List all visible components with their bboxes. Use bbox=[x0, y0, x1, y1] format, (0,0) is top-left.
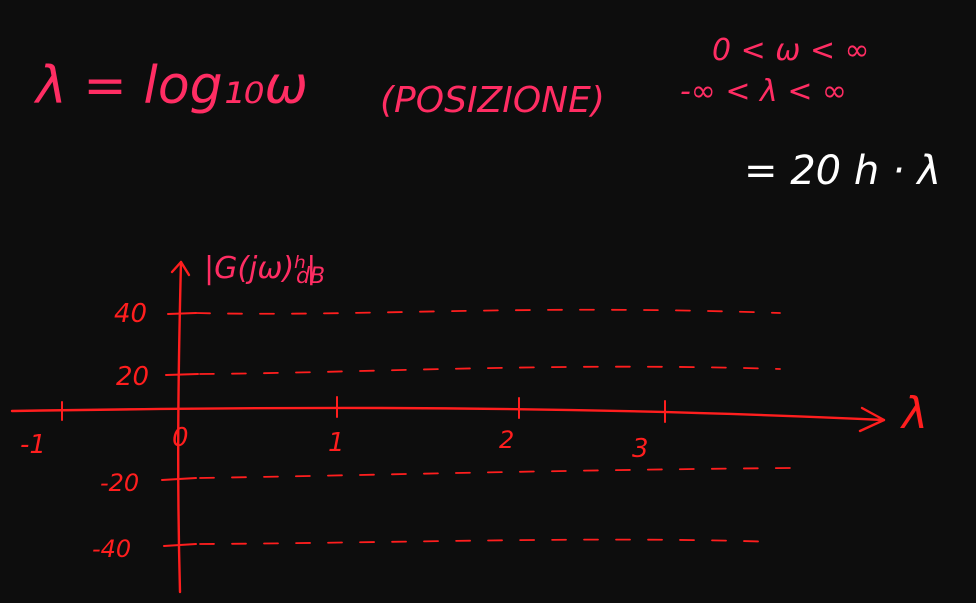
guide-line-minus-20 bbox=[199, 467, 791, 479]
y-axis-label-unit: dB bbox=[296, 264, 325, 289]
y-tick-minus-20 bbox=[161, 477, 197, 481]
y-tick-minus-40 bbox=[163, 543, 197, 547]
x-axis-label: λ bbox=[900, 388, 928, 439]
lambda-range: -∞ < λ < ∞ bbox=[680, 74, 847, 109]
x-tick-label-minus-1: -1 bbox=[20, 430, 46, 460]
x-axis-arrowhead bbox=[858, 406, 886, 433]
y-axis-arrowhead bbox=[170, 260, 191, 277]
y-tick-40 bbox=[167, 312, 197, 315]
x-tick-label-1: 1 bbox=[328, 428, 345, 458]
x-tick-label-3: 3 bbox=[632, 434, 649, 464]
guide-line-minus-40 bbox=[199, 538, 776, 545]
y-tick-label-40: 40 bbox=[114, 299, 147, 329]
y-axis-label: |G(jω)ʰ| bbox=[204, 251, 316, 286]
lambda-definition: λ = log₁₀ω bbox=[33, 56, 308, 116]
guide-line-40 bbox=[195, 308, 781, 315]
y-tick-label-minus-20: -20 bbox=[100, 469, 139, 497]
position-note: (POSIZIONE) bbox=[380, 80, 605, 121]
y-tick-20 bbox=[165, 373, 199, 376]
x-tick-label-0: 0 bbox=[172, 423, 189, 453]
white-formula: = 20 h · λ bbox=[744, 148, 941, 194]
x-axis-line bbox=[10, 406, 886, 422]
guide-line-20 bbox=[199, 365, 781, 375]
x-tick-label-2: 2 bbox=[499, 426, 514, 454]
y-axis-line bbox=[176, 260, 183, 594]
y-tick-label-20: 20 bbox=[116, 362, 149, 392]
omega-range: 0 < ω < ∞ bbox=[712, 33, 870, 68]
y-tick-label-minus-40: -40 bbox=[92, 535, 131, 563]
